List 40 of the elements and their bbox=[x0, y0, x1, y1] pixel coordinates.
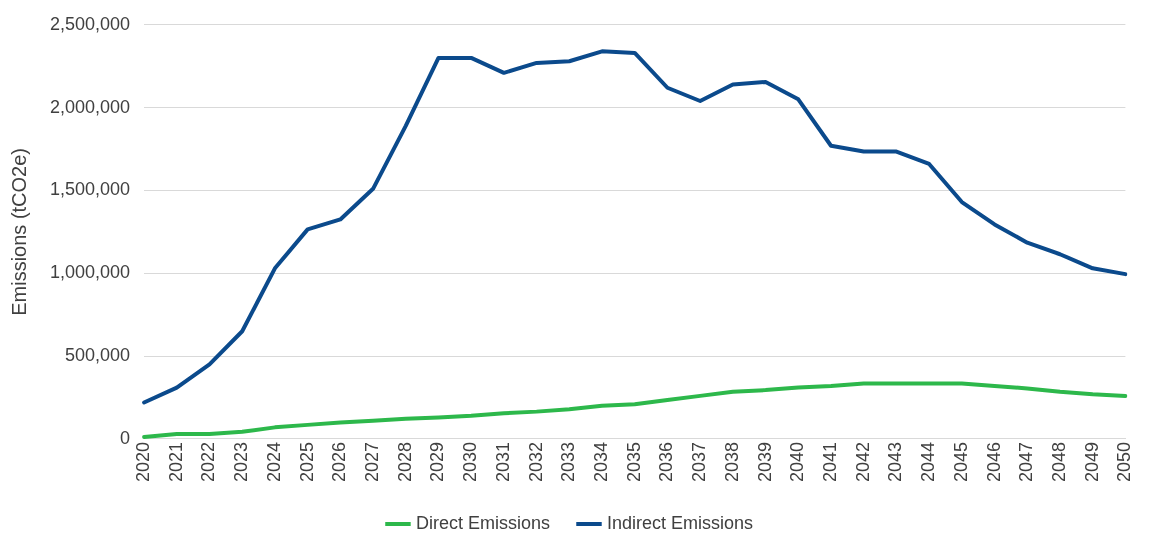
x-tick-label: 2020 bbox=[133, 441, 154, 482]
x-tick-label: 2048 bbox=[1048, 441, 1069, 482]
x-tick-label: 2040 bbox=[787, 441, 808, 482]
y-axis-title: Emissions (tCO2e) bbox=[7, 147, 30, 316]
x-tick-label: 2032 bbox=[525, 441, 546, 482]
x-tick-label: 2034 bbox=[591, 441, 611, 482]
y-tick-label: 2,500,000 bbox=[50, 13, 131, 34]
x-tick-label: 2045 bbox=[950, 441, 971, 482]
x-tick-label: 2049 bbox=[1081, 441, 1102, 482]
x-tick-label: 2022 bbox=[198, 441, 219, 482]
x-tick-label: 2036 bbox=[656, 441, 677, 482]
x-tick-label: 2035 bbox=[623, 441, 644, 482]
x-tick-label: 2039 bbox=[754, 441, 775, 482]
x-tick-label: 2023 bbox=[231, 441, 252, 482]
x-tick-label: 2027 bbox=[362, 441, 383, 482]
y-tick-label: 500,000 bbox=[65, 345, 131, 366]
x-tick-label: 2021 bbox=[165, 441, 186, 482]
x-tick-label: 2031 bbox=[492, 441, 513, 482]
x-tick-label: 2025 bbox=[296, 441, 317, 482]
x-tick-label: 2037 bbox=[689, 441, 710, 482]
x-tick-label: 2050 bbox=[1114, 441, 1135, 482]
x-tick-label: 2041 bbox=[819, 441, 840, 482]
x-tick-label: 2033 bbox=[558, 441, 579, 482]
x-tick-label: 2042 bbox=[852, 441, 873, 482]
x-tick-label: 2028 bbox=[394, 441, 415, 482]
x-tick-label: 2047 bbox=[1016, 441, 1037, 482]
x-tick-label: 2030 bbox=[460, 441, 481, 482]
legend-label: Direct Emissions bbox=[415, 512, 550, 533]
x-tick-label: 2026 bbox=[329, 441, 350, 482]
y-tick-label: 1,000,000 bbox=[50, 262, 131, 283]
x-tick-label: 2024 bbox=[263, 441, 284, 482]
y-tick-label: 0 bbox=[120, 427, 131, 448]
x-tick-label: 2044 bbox=[918, 441, 939, 482]
y-tick-label: 2,000,000 bbox=[50, 96, 131, 117]
x-tick-label: 2029 bbox=[427, 441, 448, 482]
x-tick-label: 2038 bbox=[721, 441, 742, 482]
x-tick-label: 2043 bbox=[885, 441, 906, 482]
y-tick-label: 1,500,000 bbox=[50, 179, 131, 200]
legend-label: Indirect Emissions bbox=[606, 512, 754, 533]
x-tick-label: 2046 bbox=[983, 441, 1004, 482]
